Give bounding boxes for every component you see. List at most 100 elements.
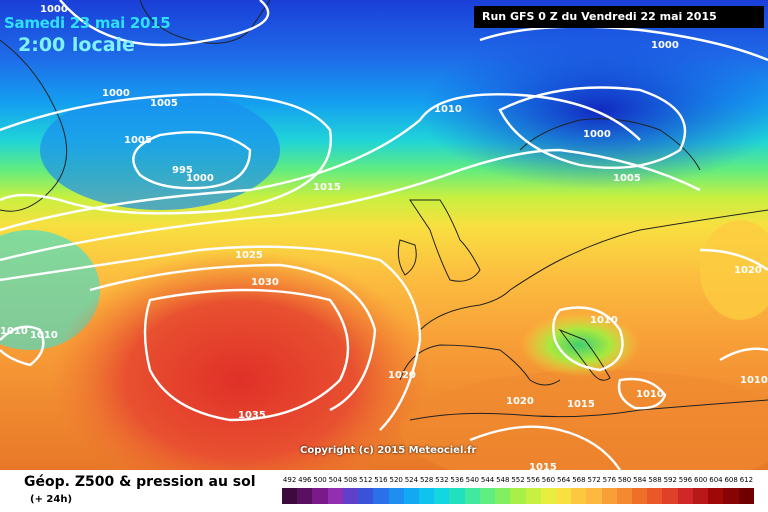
scale-label: 584 — [633, 476, 647, 484]
isobar-1010-east — [719, 347, 768, 362]
scale-label: 552 — [511, 476, 525, 484]
isobar-1025 — [89, 263, 377, 412]
weather-map: 1000 1000 1005 1005 995 1000 1010 1000 1… — [0, 0, 768, 470]
isobar-1000-scandinavia — [479, 25, 768, 62]
scale-label: 576 — [602, 476, 617, 484]
scale-label: 516 — [374, 476, 388, 484]
isobar-label: 995 — [172, 165, 193, 176]
scale-label: 508 — [343, 476, 358, 484]
scale-label: 520 — [389, 476, 403, 484]
scale-label: 560 — [541, 476, 556, 484]
scale-swatch — [662, 488, 678, 504]
scale-swatch — [358, 488, 374, 504]
scale-swatch — [708, 488, 724, 504]
scale-swatch — [525, 488, 541, 504]
scale-label: 608 — [724, 476, 738, 484]
isobar-label: 1010 — [590, 315, 618, 326]
scale-label: 564 — [556, 476, 571, 484]
scale-swatch — [479, 488, 496, 504]
scale-label: 492 — [282, 476, 297, 484]
scale-swatch — [434, 488, 450, 504]
isobar-label: 1005 — [150, 98, 178, 109]
scale-label: 556 — [526, 476, 540, 484]
scale-label: 532 — [435, 476, 449, 484]
scale-swatch — [555, 488, 572, 504]
color-scale-labels: 492 496 500 504 508 512 516 520 524 528 532 536 540 5… — [282, 476, 754, 486]
variable-title: Géop. Z500 & pression au sol — [24, 474, 256, 490]
scale-label: 524 — [404, 476, 419, 484]
scale-swatch — [723, 488, 739, 504]
copyright-notice: Copyright (c) 2015 Meteociel.fr — [300, 445, 477, 456]
isobar-label: 1005 — [613, 173, 641, 184]
color-scale-bar — [282, 488, 754, 504]
europe-north-coast — [419, 209, 768, 331]
scale-swatch — [495, 488, 511, 504]
isobar-label: 1020 — [506, 396, 534, 407]
scale-label: 596 — [678, 476, 693, 484]
mediterranean-ridge — [400, 370, 768, 470]
scale-swatch — [418, 488, 435, 504]
isobar-1015-south — [469, 425, 621, 470]
scale-swatch — [647, 488, 663, 504]
isobar-label: 1010 — [740, 375, 768, 386]
model-run-label: Run GFS 0 Z du Vendredi 22 mai 2015 — [474, 6, 764, 28]
scale-swatch — [297, 488, 313, 504]
isobar-label: 1010 — [636, 389, 664, 400]
isobar-label: 1000 — [40, 4, 68, 15]
scale-swatch — [738, 488, 754, 504]
isobar-label: 1015 — [529, 462, 557, 470]
isobar-1010-italy — [552, 306, 624, 372]
scale-label: 592 — [663, 476, 677, 484]
scale-swatch — [282, 488, 298, 504]
isobar-1010-greece — [617, 377, 667, 410]
scale-label: 540 — [465, 476, 479, 484]
isobar-label: 1035 — [238, 410, 266, 421]
isobar-1030 — [143, 288, 350, 422]
isobar-label: 1010 — [0, 326, 28, 337]
isobar-label: 1015 — [567, 399, 595, 410]
scale-swatch — [616, 488, 633, 504]
isobar-1005-west — [0, 325, 45, 367]
isobar-1020-east — [699, 248, 768, 271]
isobar-1020 — [0, 245, 422, 431]
isobar-label: 1025 — [235, 250, 263, 261]
scale-label: 504 — [328, 476, 342, 484]
scale-swatch — [373, 488, 389, 504]
scale-label: 588 — [648, 476, 662, 484]
isobar-label: 1000 — [651, 40, 679, 51]
italy — [558, 328, 611, 381]
scale-swatch — [327, 488, 343, 504]
scale-label: 600 — [694, 476, 708, 484]
eastern-shading — [700, 220, 768, 320]
scale-swatch — [632, 488, 648, 504]
isobar-label: 1020 — [734, 265, 762, 276]
isobar-label: 1015 — [313, 182, 341, 193]
forecast-date: Samedi 23 mai 2015 — [4, 14, 171, 32]
greenland-coast — [0, 39, 68, 212]
isobar-1000-north — [59, 0, 270, 47]
scale-swatch — [403, 488, 419, 504]
scale-swatch — [677, 488, 693, 504]
scale-label: 528 — [419, 476, 434, 484]
isobars — [0, 0, 768, 470]
isobar-label: 1000 — [583, 129, 611, 140]
isobar-label: 1000 — [186, 173, 214, 184]
scale-label: 536 — [450, 476, 464, 484]
isobar-1015 — [0, 148, 701, 262]
scale-swatch — [601, 488, 617, 504]
isobar-label: 1030 — [251, 277, 279, 288]
legend-panel: Géop. Z500 & pression au sol (+ 24h) 492… — [0, 470, 768, 512]
isobar-label: 1005 — [124, 135, 152, 146]
atlantic-low-shading — [40, 90, 280, 210]
isobar-label: 1000 — [102, 88, 130, 99]
italian-cutoff-low — [520, 313, 640, 377]
scale-label: 604 — [709, 476, 723, 484]
isobar-label: 1010 — [30, 330, 58, 341]
scale-swatch — [342, 488, 359, 504]
ireland — [397, 239, 417, 276]
scale-label: 544 — [480, 476, 495, 484]
scale-swatch — [692, 488, 709, 504]
scale-label: 580 — [617, 476, 632, 484]
scale-swatch — [510, 488, 526, 504]
north-africa-coast — [409, 399, 768, 421]
